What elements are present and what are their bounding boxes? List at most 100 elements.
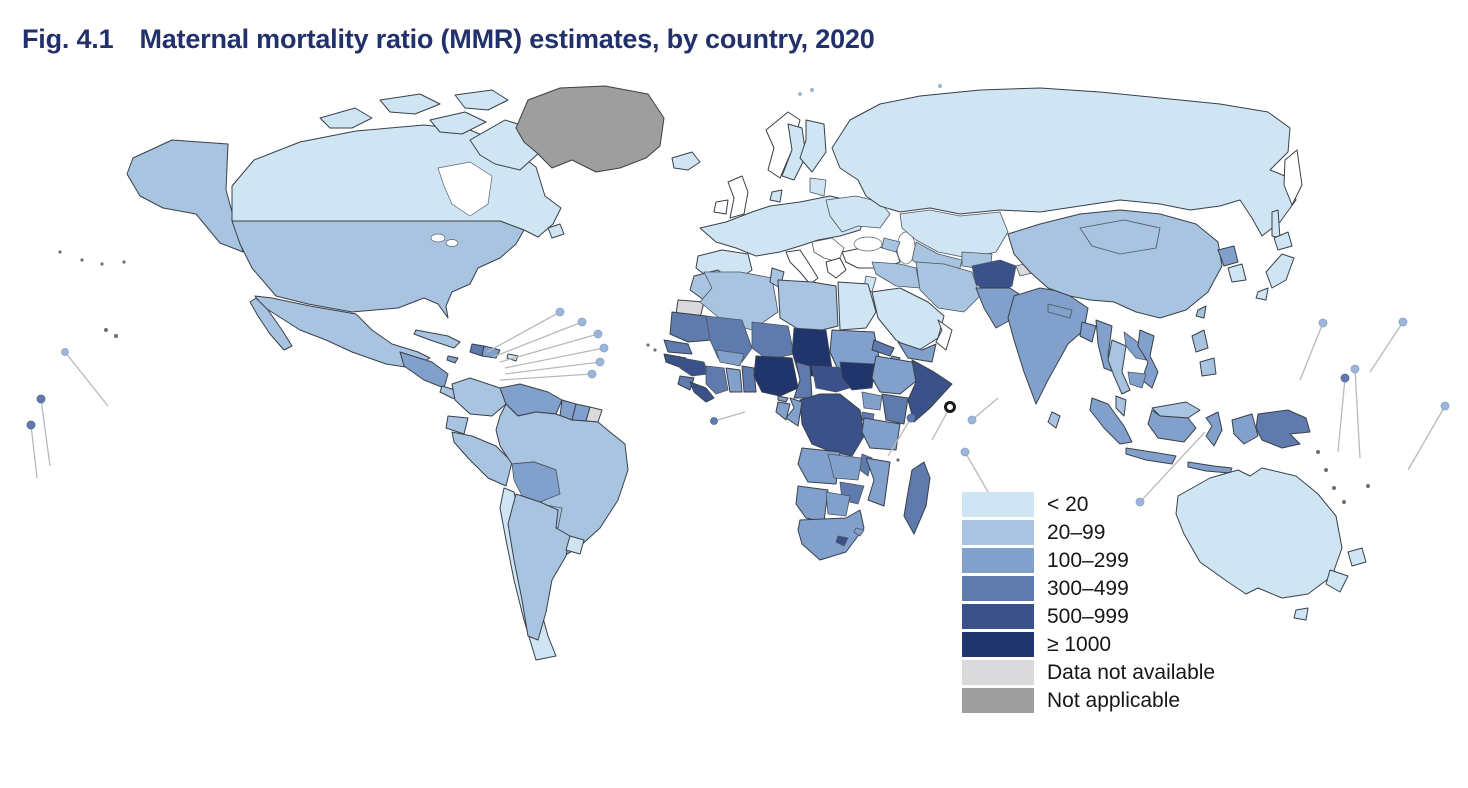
country-equatorial-guinea xyxy=(777,395,789,403)
country-alaska xyxy=(126,139,244,253)
country-japan xyxy=(1265,253,1295,289)
country-kazakhstan xyxy=(899,209,1009,259)
country-dominican-republic xyxy=(481,345,501,359)
country-baltic-states xyxy=(809,177,827,197)
country-peru xyxy=(451,431,513,487)
country-nigeria xyxy=(753,355,799,397)
country-greece xyxy=(825,257,847,279)
arctic-island xyxy=(379,93,441,115)
country-niger xyxy=(751,321,795,361)
legend-row-ge1000: ≥ 1000 xyxy=(962,632,1215,657)
legend-row-c500_999: 500–999 xyxy=(962,604,1215,629)
country-eritrea xyxy=(871,339,895,357)
country-indonesia-kalimantan xyxy=(1147,409,1197,443)
country-dr-congo xyxy=(799,393,865,457)
legend-swatch-lt20 xyxy=(962,492,1034,517)
country-liberia xyxy=(689,381,715,403)
country-indonesia-java xyxy=(1125,447,1177,465)
country-italy xyxy=(785,249,819,285)
country-iran xyxy=(915,261,981,313)
legend-label-c500_999: 500–999 xyxy=(1047,605,1129,628)
country-japan xyxy=(1255,287,1269,301)
caribbean-island-markers xyxy=(486,307,609,381)
legend-label-c20_99: 20–99 xyxy=(1047,521,1106,544)
country-tanzania xyxy=(861,417,901,451)
peninsula-kamchatka xyxy=(1283,149,1303,206)
country-jamaica xyxy=(446,355,459,364)
legend-row-c300_499: 300–499 xyxy=(962,576,1215,601)
country-baja-california xyxy=(249,297,293,351)
legend-row-not_applicable: Not applicable xyxy=(962,688,1215,713)
country-south-sudan xyxy=(839,361,877,391)
country-cambodia xyxy=(1127,371,1147,389)
country-congo xyxy=(785,397,803,427)
country-sweden xyxy=(781,123,807,181)
country-namibia xyxy=(795,485,829,523)
country-china xyxy=(1007,209,1223,319)
country-lesotho xyxy=(835,535,849,547)
arctic-specks xyxy=(798,84,942,96)
country-mongolia xyxy=(1079,219,1161,255)
legend-label-c300_499: 300–499 xyxy=(1047,577,1129,600)
country-sri-lanka xyxy=(1047,411,1061,429)
country-cote-divoire xyxy=(705,365,729,395)
legend-row-c20_99: 20–99 xyxy=(962,520,1215,545)
country-ghana xyxy=(725,367,743,393)
country-mauritania xyxy=(669,311,713,343)
country-nepal xyxy=(1047,303,1073,319)
legend-label-c100_299: 100–299 xyxy=(1047,549,1129,572)
pacific-island-markers-west xyxy=(26,250,126,479)
country-malaysia xyxy=(1115,395,1127,417)
island-tasmania xyxy=(1293,607,1309,621)
country-indonesia-sulawesi xyxy=(1205,411,1223,447)
country-russia xyxy=(831,87,1297,237)
country-togo-benin xyxy=(741,365,757,393)
legend-swatch-ge1000 xyxy=(962,632,1034,657)
legend-swatch-c500_999 xyxy=(962,604,1034,629)
country-colombia xyxy=(451,377,507,417)
region-middle-east xyxy=(863,261,981,363)
indian-ocean-island-markers xyxy=(887,397,999,509)
world-choropleth-map xyxy=(26,84,1450,661)
country-ireland xyxy=(713,199,729,215)
arctic-island xyxy=(429,111,487,135)
country-zambia xyxy=(827,453,863,481)
country-uganda xyxy=(861,391,883,411)
legend-label-ge1000: ≥ 1000 xyxy=(1047,633,1112,656)
country-philippines xyxy=(1199,357,1217,377)
country-sierra-leone xyxy=(677,375,695,391)
country-laos xyxy=(1123,331,1147,361)
country-argentina xyxy=(507,493,571,641)
legend-label-lt20: < 20 xyxy=(1047,493,1089,516)
region-russia-central-asia xyxy=(831,87,1303,277)
country-botswana xyxy=(825,491,851,517)
legend-row-lt20: < 20 xyxy=(962,492,1215,517)
country-indonesia-papua xyxy=(1231,413,1259,445)
legend-swatch-c100_299 xyxy=(962,548,1034,573)
figure-title-text: Maternal mortality ratio (MMR) estimates… xyxy=(139,24,875,54)
legend-swatch-c20_99 xyxy=(962,520,1034,545)
country-indonesia-lesser-sunda xyxy=(1187,461,1233,474)
country-philippines xyxy=(1191,329,1209,353)
country-syria-iraq xyxy=(871,261,921,289)
figure-title: Fig. 4.1 Maternal mortality ratio (MMR) e… xyxy=(22,24,875,55)
country-papua-new-guinea xyxy=(1255,409,1311,449)
country-north-korea xyxy=(1217,245,1239,267)
country-denmark xyxy=(769,189,783,203)
pacific-island-markers-east xyxy=(1135,317,1450,507)
world-map-container xyxy=(0,70,1468,788)
legend-label-not_applicable: Not applicable xyxy=(1047,689,1181,712)
country-somalia xyxy=(907,359,953,423)
country-mozambique xyxy=(865,457,891,507)
region-south-east-asia xyxy=(971,209,1311,474)
region-west-central-europe xyxy=(699,195,867,257)
territory-taiwan xyxy=(1195,305,1207,319)
country-oman xyxy=(935,319,953,351)
country-burkina-faso xyxy=(715,349,745,367)
country-thailand xyxy=(1107,339,1131,395)
atlantic-island-markers xyxy=(646,343,746,425)
continent-africa xyxy=(663,267,953,561)
country-bangladesh xyxy=(1079,321,1097,343)
country-bolivia xyxy=(511,461,561,503)
